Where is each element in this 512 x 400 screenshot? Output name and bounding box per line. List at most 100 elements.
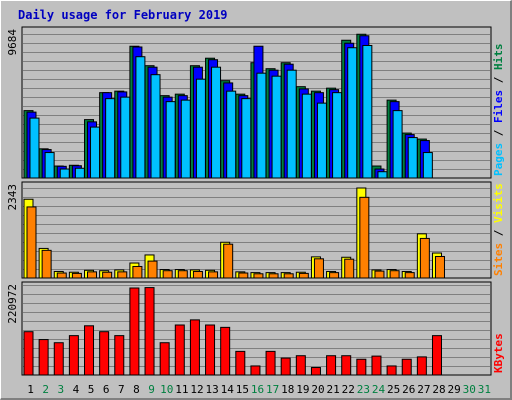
- bar-kbytes-day-5: [84, 325, 95, 376]
- bar-kbytes-day-19: [295, 355, 306, 376]
- ymax-label-bottom: 220972: [6, 284, 19, 324]
- bar-kbytes-day-13: [205, 324, 216, 376]
- bar-pages-day-22: [347, 47, 358, 179]
- bar-kbytes-day-10: [159, 342, 170, 376]
- day-label-3: 3: [58, 383, 65, 396]
- bar-kbytes-day-28: [431, 335, 442, 376]
- legend-pages: Pages: [492, 143, 505, 176]
- day-label-6: 6: [103, 383, 110, 396]
- bar-sites-day-16: [253, 273, 264, 279]
- bar-kbytes-day-20: [310, 367, 321, 376]
- bar-kbytes-day-11: [174, 324, 185, 376]
- bar-pages-day-7: [120, 96, 131, 179]
- side-legend-bottom: KBytes: [492, 333, 505, 373]
- bar-sites-day-20: [313, 258, 324, 279]
- bar-sites-day-1: [26, 206, 37, 279]
- bar-sites-day-23: [359, 196, 370, 279]
- bar-pages-day-21: [332, 92, 343, 179]
- side-legend-middle: Sites / Visits: [492, 183, 505, 276]
- bar-pages-day-18: [286, 69, 297, 179]
- bar-sites-day-22: [344, 258, 355, 279]
- bar-kbytes-day-21: [326, 355, 337, 376]
- bar-kbytes-day-18: [280, 357, 291, 376]
- day-label-19: 19: [296, 383, 309, 396]
- bar-kbytes-day-27: [416, 356, 427, 376]
- day-label-25: 25: [387, 383, 400, 396]
- bar-kbytes-day-24: [371, 355, 382, 376]
- bar-sites-day-3: [56, 272, 67, 279]
- day-label-10: 10: [160, 383, 173, 396]
- bar-pages-day-1: [29, 117, 40, 179]
- chart-title: Daily usage for February 2019: [18, 8, 228, 22]
- bar-kbytes-day-16: [250, 365, 261, 376]
- bar-kbytes-day-6: [99, 331, 110, 376]
- bar-sites-day-7: [117, 271, 128, 279]
- bar-sites-day-18: [283, 273, 294, 279]
- bar-pages-day-3: [59, 168, 70, 179]
- bar-pages-day-8: [135, 56, 146, 179]
- legend-: /: [492, 223, 505, 243]
- ymax-label-top: 9684: [6, 29, 19, 56]
- day-label-11: 11: [175, 383, 188, 396]
- bar-sites-day-6: [102, 271, 113, 279]
- bar-sites-day-24: [374, 270, 385, 279]
- legend-files: Files: [492, 90, 505, 123]
- bar-pages-day-27: [422, 152, 433, 179]
- legend-visits: Visits: [492, 183, 505, 223]
- bar-pages-day-6: [105, 98, 116, 179]
- bar-pages-day-24: [377, 171, 388, 179]
- bar-sites-day-13: [208, 271, 219, 279]
- bar-sites-day-10: [162, 270, 173, 279]
- day-label-17: 17: [266, 383, 279, 396]
- bar-pages-day-4: [74, 167, 85, 179]
- bar-kbytes-day-3: [53, 342, 64, 376]
- day-label-29: 29: [448, 383, 461, 396]
- legend-sites: Sites: [492, 243, 505, 276]
- legend-: /: [492, 123, 505, 143]
- bar-pages-day-11: [180, 99, 191, 179]
- bar-kbytes-day-25: [386, 365, 397, 376]
- day-label-20: 20: [311, 383, 324, 396]
- panel-top: 9684 Pages / Files / Hits: [6, 26, 505, 179]
- day-label-13: 13: [205, 383, 218, 396]
- bar-pages-day-19: [301, 93, 312, 179]
- bar-pages-day-13: [211, 66, 222, 179]
- bar-pages-day-25: [392, 110, 403, 179]
- panel-bottom: 220972 KBytes: [6, 281, 505, 376]
- day-label-4: 4: [73, 383, 80, 396]
- day-label-8: 8: [133, 383, 140, 396]
- day-label-28: 28: [432, 383, 445, 396]
- day-label-7: 7: [118, 383, 125, 396]
- bar-kbytes-day-12: [189, 319, 200, 376]
- bar-sites-day-4: [71, 272, 82, 279]
- bar-sites-day-17: [268, 273, 279, 279]
- day-label-1: 1: [27, 383, 34, 396]
- bar-kbytes-day-14: [220, 326, 231, 376]
- side-legend-top: Pages / Files / Hits: [492, 44, 505, 177]
- bar-sites-day-27: [419, 237, 430, 279]
- day-label-5: 5: [88, 383, 95, 396]
- bar-pages-day-12: [195, 78, 206, 179]
- bar-sites-day-12: [192, 270, 203, 279]
- bar-kbytes-day-7: [114, 335, 125, 376]
- bar-sites-day-8: [132, 265, 143, 279]
- bar-pages-day-10: [165, 101, 176, 179]
- ymax-label-middle: 2343: [6, 184, 19, 211]
- panel-middle: 2343 Sites / Visits: [6, 181, 505, 279]
- bar-sites-day-5: [87, 271, 98, 279]
- bar-kbytes-day-26: [401, 358, 412, 376]
- bar-sites-day-11: [177, 270, 188, 279]
- day-label-30: 30: [463, 383, 476, 396]
- bar-sites-day-2: [41, 249, 52, 279]
- day-label-12: 12: [190, 383, 203, 396]
- day-label-18: 18: [281, 383, 294, 396]
- bar-pages-day-2: [44, 152, 55, 179]
- bar-pages-day-9: [150, 74, 161, 179]
- bar-pages-day-20: [316, 102, 327, 179]
- bar-kbytes-day-15: [235, 350, 246, 376]
- bar-pages-day-15: [241, 98, 252, 179]
- bar-kbytes-day-23: [356, 358, 367, 376]
- bar-sites-day-9: [147, 260, 158, 279]
